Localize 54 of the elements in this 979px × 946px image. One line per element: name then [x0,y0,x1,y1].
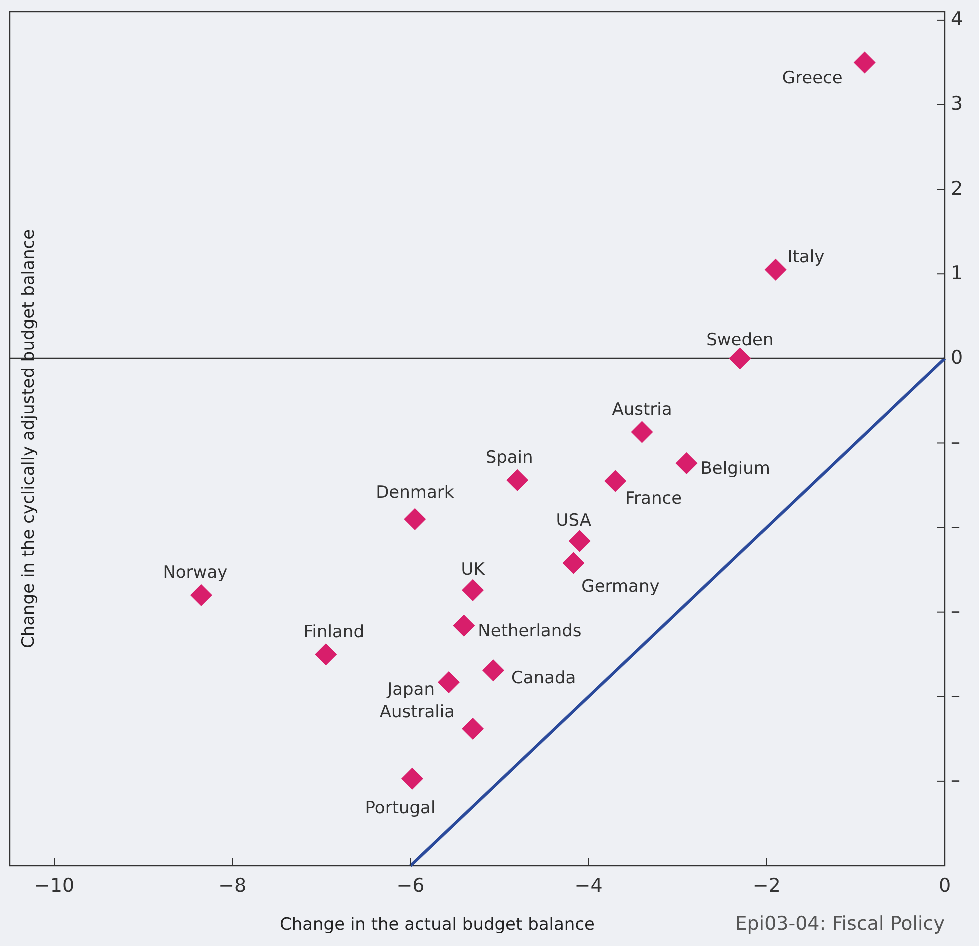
x-tick-label: −6 [396,875,425,897]
y-tick-label: 3 [951,93,964,116]
series-label: Greece [782,68,843,88]
x-tick-label: −10 [34,875,75,897]
series-label: Italy [788,248,825,268]
point [401,768,424,790]
point [729,348,752,370]
series-label: USA [556,510,592,531]
point [764,258,787,281]
point [854,52,876,74]
y-tick-label: – [951,685,960,708]
x-axis-title: Change in the actual budget balance [280,915,596,935]
series-label: Sweden [706,330,774,350]
point [568,530,591,552]
y-tick-label: 0 [951,346,964,369]
point [190,584,212,606]
y-tick-label: 4 [951,8,964,31]
x-tick-label: −4 [574,875,603,897]
series-label: Belgium [700,459,770,480]
series-label: France [626,488,682,509]
series-label: Canada [512,668,576,688]
point [562,552,585,574]
series-label: Denmark [376,482,454,503]
text: Epi03-04: Fiscal Policy [735,913,945,935]
point [462,718,484,740]
series-label: Australia [380,702,456,723]
series-label: Netherlands [478,622,582,642]
series-label: UK [461,560,486,580]
point [676,452,698,475]
point [462,579,484,602]
series-label: Germany [582,576,660,597]
y-tick-label: 2 [951,178,964,200]
point [604,470,627,492]
series-label: Norway [163,563,228,584]
series-label: Finland [304,622,364,642]
series-label: Spain [486,448,534,468]
point [438,672,460,694]
y-tick-label: – [951,516,960,538]
point [453,614,476,637]
series-label: Portugal [365,798,436,819]
x-tick-label: −8 [218,875,247,897]
series-label: Austria [612,400,672,420]
point [482,660,505,682]
point [404,508,426,530]
y-tick-label: – [951,600,960,623]
y-axis-title: Change in the cyclically adjusted budget balance [19,229,39,649]
series-label: Japan [386,680,436,700]
y-tick-label: – [951,770,960,792]
y-tick-label: 1 [951,262,964,284]
y-tick-label: – [951,431,960,454]
x-tick-label: −2 [752,875,781,897]
point [506,469,529,492]
point [315,644,338,666]
point [631,421,654,444]
